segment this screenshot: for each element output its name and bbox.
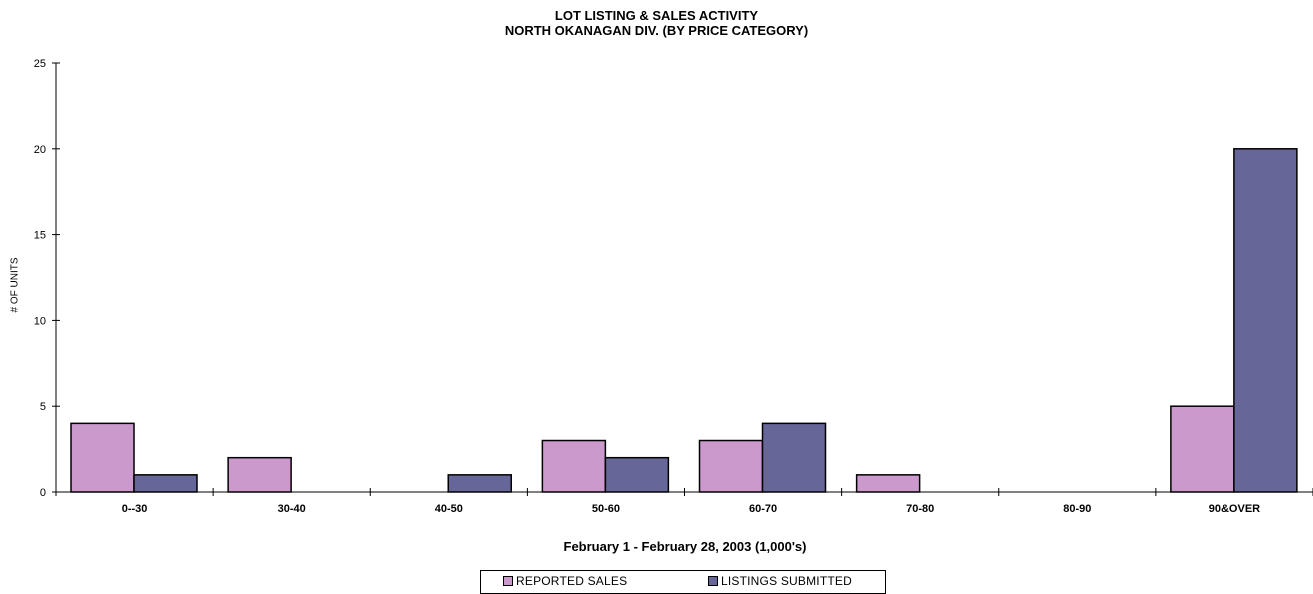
x-tick-label-6: 80-90 xyxy=(1063,503,1091,515)
bar-reported-sales-0 xyxy=(70,422,135,493)
x-tick-label-1: 30-40 xyxy=(278,503,306,515)
bar-reported-sales-5 xyxy=(855,474,921,493)
legend-swatch-reported-sales xyxy=(503,576,513,586)
chart-subtitle: NORTH OKANAGAN DIV. (BY PRICE CATEGORY) xyxy=(504,23,809,38)
bar-reported-sales-1 xyxy=(227,456,292,493)
legend-swatch-listings-submitted xyxy=(708,576,718,586)
legend-label-listings-submitted: LISTINGS SUBMITTED xyxy=(721,574,852,588)
bar-listings-submitted-7 xyxy=(1233,148,1298,493)
bar-listings-submitted-4 xyxy=(761,422,827,493)
y-tick-label-20: 20 xyxy=(34,144,46,156)
y-tick-label-0: 0 xyxy=(40,487,46,499)
y-tick-label-5: 5 xyxy=(40,401,46,413)
x-tick-label-7: 90&OVER xyxy=(1209,503,1260,515)
x-tick-label-5: 70-80 xyxy=(906,503,934,515)
legend-label-reported-sales: REPORTED SALES xyxy=(516,574,628,588)
legend-item-listings-submitted: LISTINGS SUBMITTED xyxy=(708,574,852,588)
legend-item-reported-sales: REPORTED SALES xyxy=(503,574,627,588)
bar-listings-submitted-3 xyxy=(604,456,670,493)
x-tick-label-2: 40-50 xyxy=(435,503,463,515)
bar-reported-sales-3 xyxy=(541,439,607,493)
legend: REPORTED SALES LISTINGS SUBMITTED xyxy=(480,570,886,594)
x-axis-label: February 1 - February 28, 2003 (1,000's) xyxy=(563,539,807,554)
y-tick-label-10: 10 xyxy=(34,315,46,327)
bar-reported-sales-4 xyxy=(698,439,764,493)
chart-title: LOT LISTING & SALES ACTIVITY xyxy=(554,8,759,23)
x-tick-label-4: 60-70 xyxy=(749,503,777,515)
bar-listings-submitted-2 xyxy=(447,474,512,493)
x-tick-label-3: 50-60 xyxy=(592,503,620,515)
y-tick-label-15: 15 xyxy=(34,230,46,242)
y-tick-label-25: 25 xyxy=(34,58,46,70)
x-tick-label-0: 0--30 xyxy=(122,503,148,515)
bar-listings-submitted-0 xyxy=(133,474,198,493)
bar-reported-sales-7 xyxy=(1170,405,1235,493)
y-axis-label: # OF UNITS xyxy=(9,257,21,313)
